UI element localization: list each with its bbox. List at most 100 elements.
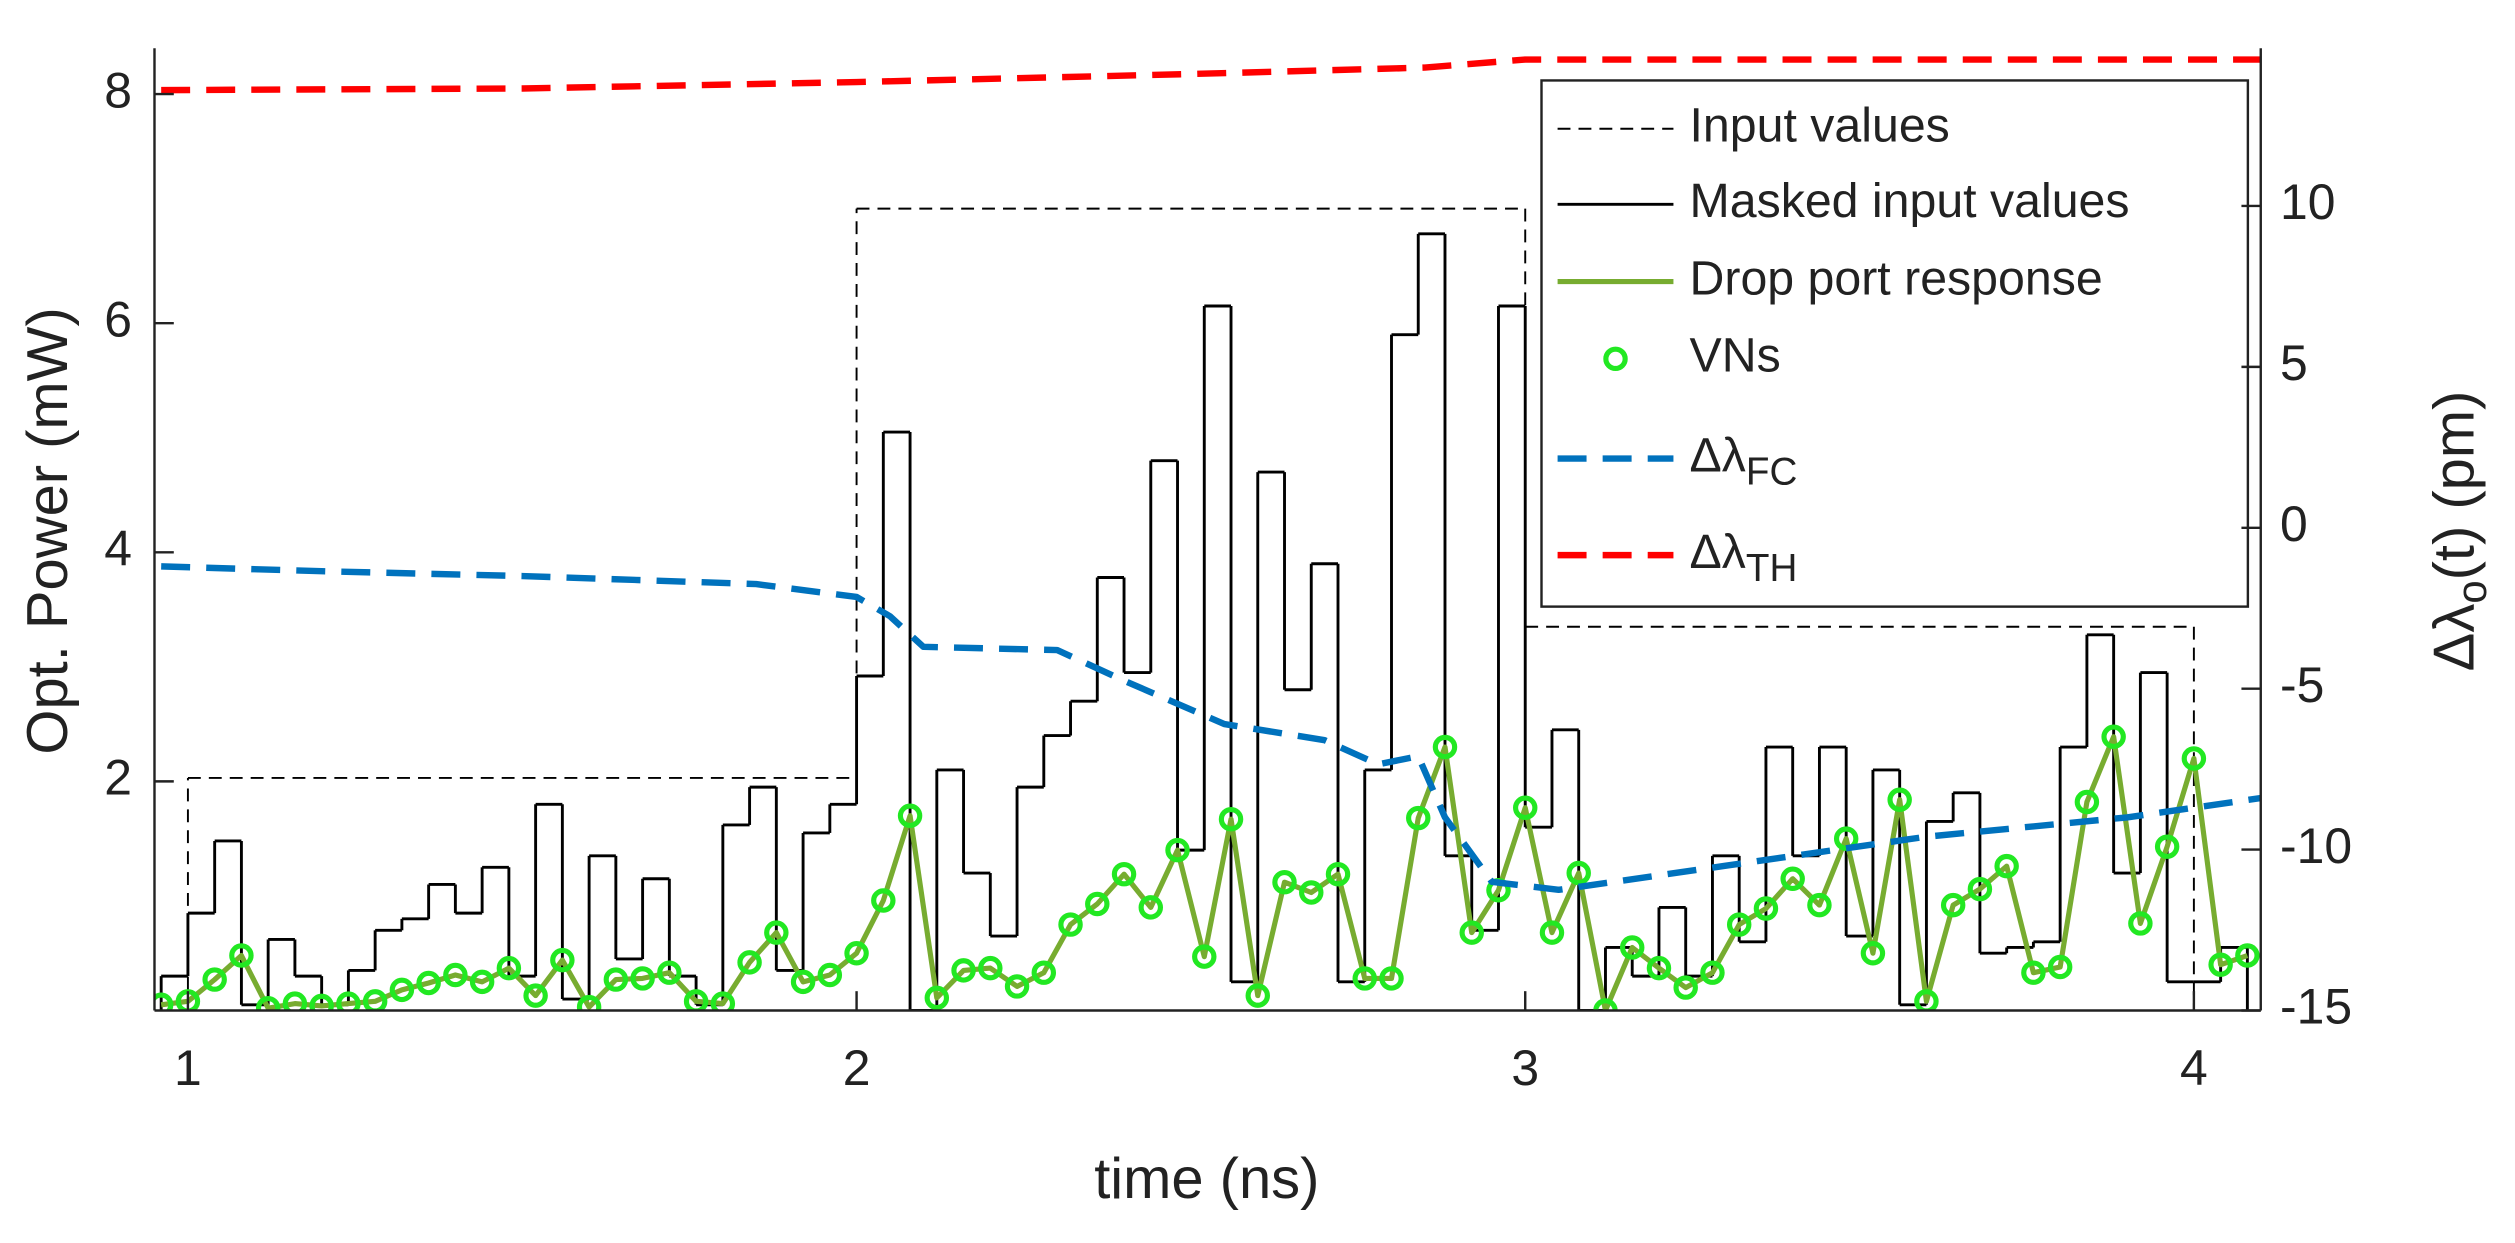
vn-marker — [1459, 920, 1484, 945]
vn-marker — [255, 995, 281, 1011]
x-tick-label: 4 — [2180, 1040, 2208, 1096]
vn-marker — [202, 967, 227, 992]
legend: Input values Masked input values Drop port… — [1540, 79, 2250, 608]
vn-marker — [683, 989, 709, 1011]
vn-marker — [389, 977, 415, 1003]
legend-label: ΔλTH — [1690, 525, 1798, 591]
y-tick-label: 6 — [104, 291, 132, 347]
legend-label: Input values — [1690, 98, 1950, 152]
y2-tick-label: -15 — [2280, 979, 2352, 1035]
vn-marker — [1940, 892, 1966, 918]
vn-marker — [1513, 795, 1538, 820]
vn-marker — [1566, 860, 1591, 886]
y2-label-base: Δλ — [2423, 604, 2487, 672]
legend-label-base: Δλ — [1690, 428, 1746, 482]
vn-marker — [1807, 892, 1832, 918]
vn-marker — [336, 991, 361, 1011]
vn-marker — [550, 947, 575, 973]
legend-label-sub: TH — [1746, 547, 1797, 590]
vn-marker — [978, 955, 1003, 981]
vn-marker — [1753, 896, 1779, 921]
vn-marker — [1299, 880, 1324, 905]
plot-area — [154, 56, 2261, 1011]
vn-marker — [1138, 895, 1164, 920]
vn-marker — [2154, 834, 2180, 859]
legend-box — [1540, 79, 2250, 608]
vn-marker — [1192, 944, 1217, 969]
vn-marker — [576, 994, 602, 1011]
y2-tick-label: 10 — [2280, 174, 2335, 230]
vn-marker — [1646, 955, 1672, 981]
vn-marker — [1887, 787, 1912, 812]
y-tick-label: 2 — [104, 750, 132, 806]
y2-tick-label: -5 — [2280, 657, 2324, 713]
vn-marker — [1700, 960, 1725, 985]
vn-marker — [229, 943, 254, 968]
vn-marker — [1994, 853, 2019, 879]
vn-marker — [790, 969, 816, 995]
vn-marker — [844, 940, 869, 966]
vn-marker — [309, 993, 334, 1011]
vn-marker — [416, 970, 441, 996]
y2-tick-label: 5 — [2280, 335, 2308, 391]
vn-marker — [603, 967, 629, 992]
vn-marker — [2181, 746, 2207, 771]
vn-marker — [1218, 806, 1244, 832]
vn-marker — [1619, 935, 1645, 960]
vn-marker — [1379, 966, 1404, 991]
vn-marker — [443, 962, 468, 988]
x-tick-label: 2 — [843, 1040, 871, 1096]
vn-marker — [1272, 869, 1297, 895]
vn-marker — [282, 991, 308, 1011]
series-line — [161, 56, 2261, 94]
vn-marker — [1432, 734, 1458, 760]
y-tick-label: 8 — [104, 62, 132, 118]
vn-marker — [1031, 960, 1057, 985]
y2-label-sub: o — [2448, 580, 2495, 603]
legend-label-sub: FC — [1746, 451, 1797, 494]
vn-marker — [154, 992, 174, 1011]
vn-marker — [2074, 789, 2100, 815]
vn-marker — [1085, 891, 1110, 917]
y-tick-label: 4 — [104, 520, 132, 576]
vn-marker — [1406, 805, 1431, 831]
vn-marker — [924, 985, 950, 1011]
vn-marker — [496, 955, 522, 981]
vn-marker — [1780, 866, 1805, 891]
vn-marker — [2128, 911, 2153, 936]
legend-label: ΔλFC — [1690, 428, 1798, 494]
vn-marker — [871, 888, 896, 913]
vn-marker — [1860, 940, 1886, 966]
vn-marker — [630, 966, 655, 991]
y-axis-label: Opt. Power (mW) — [16, 307, 80, 754]
legend-label: Masked input values — [1690, 174, 2130, 228]
series-line — [160, 734, 2249, 1011]
vn-marker — [1058, 912, 1083, 937]
vn-marker — [737, 950, 762, 975]
vn-marker — [1539, 920, 1565, 945]
vn-marker — [2047, 954, 2073, 980]
vn-marker — [817, 962, 843, 988]
vn-marker — [362, 989, 388, 1011]
vn-marker — [1726, 912, 1752, 937]
y2-axis-label: Δλo(t) (pm) — [2423, 391, 2495, 672]
vn-marker — [710, 991, 736, 1011]
vn-marker — [1245, 983, 1270, 1008]
vn-marker — [1004, 974, 1030, 999]
vn-marker — [657, 960, 682, 985]
x-tick-label: 1 — [174, 1040, 202, 1096]
vn-marker — [764, 920, 789, 945]
x-axis-label: time (ns) — [1094, 1147, 1319, 1211]
vn-marker — [1967, 876, 1993, 902]
vn-marker — [2101, 724, 2126, 749]
vn-marker — [951, 958, 976, 983]
vn-marker — [1325, 861, 1351, 887]
vn-marker — [897, 803, 923, 828]
vn-marker — [1165, 837, 1190, 863]
vn-marker — [1111, 861, 1137, 887]
vn-marker — [469, 969, 495, 995]
legend-label: Drop port response — [1690, 251, 2103, 305]
legend-label: VNs — [1690, 329, 1781, 383]
x-tick-label: 3 — [1511, 1040, 1539, 1096]
